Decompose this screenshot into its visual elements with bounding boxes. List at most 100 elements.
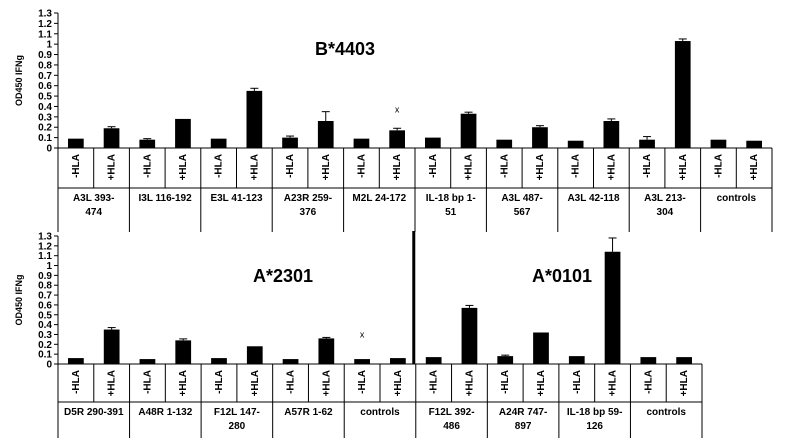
panel1-condition-label: -HLA	[356, 154, 367, 178]
panel2-group-label: A24R 747-	[499, 407, 547, 418]
panel2-bar-g6-minus-hla	[425, 357, 442, 364]
panel2-condition-label: +HLA	[107, 370, 118, 396]
panel1-condition-label: +HLA	[392, 154, 403, 180]
panel1-bar-g5-minus-hla	[353, 138, 370, 148]
panel1-group-label: A3L 393-	[73, 193, 115, 204]
panel1-group-label: 51	[445, 207, 457, 218]
panel2-bar-g8-plus-hla	[604, 251, 621, 364]
panel2-bar-g8-minus-hla	[568, 356, 585, 364]
panel1-bar-g8-minus-hla	[567, 140, 584, 148]
panel1-condition-label: -HLA	[214, 154, 225, 178]
panel2-y-tick-label: 0.5	[38, 310, 52, 321]
panel2-condition-label: +HLA	[608, 370, 619, 396]
panel2-y-tick-label: 1.1	[38, 251, 52, 262]
panel1-group-label: A23R 259-	[284, 193, 332, 204]
panel2-y-tick-label: 0.7	[38, 291, 52, 302]
panel1-condition-label: +HLA	[464, 154, 475, 180]
panel1-bar-g2-plus-hla	[175, 118, 191, 148]
panel1-bar-g2-minus-hla	[139, 139, 156, 148]
panel2-y-tick-label: 0	[46, 360, 52, 371]
panel1-bar-g6-plus-hla	[460, 113, 477, 148]
panel2-y-tick-label: 1	[46, 261, 52, 272]
panel2-group-label: F12L 392-	[429, 407, 475, 418]
panel2-y-tick-label: 0.2	[38, 340, 52, 351]
panel1-bar-g7-minus-hla	[496, 139, 513, 148]
panel1-bar-g1-minus-hla	[67, 138, 84, 148]
panel2-bar-g4-minus-hla	[282, 359, 299, 364]
panel2-group-label: F12L 147-	[214, 407, 260, 418]
panel1-condition-label: +HLA	[321, 154, 332, 180]
panel2-bar-g3-minus-hla	[211, 358, 227, 364]
panel2-bar-g9-plus-hla	[676, 357, 692, 364]
panel2-condition-label: +HLA	[679, 370, 690, 396]
panel1-y-tick-label: 1.2	[38, 19, 52, 30]
panel1-condition-label: -HLA	[428, 154, 439, 178]
panel1-condition-label: -HLA	[71, 154, 82, 178]
panel2-bar-g3-plus-hla	[246, 346, 263, 364]
panel1-condition-label: -HLA	[142, 154, 153, 178]
panel1-bar-g9-plus-hla	[674, 41, 691, 148]
panel1-group-label: 376	[300, 207, 317, 218]
panel2-group-label: D5R 290-391	[64, 407, 124, 418]
panel2-condition-label: -HLA	[500, 370, 511, 394]
panel2-bar-g6-plus-hla	[461, 307, 478, 364]
panel2-condition-label: -HLA	[71, 370, 82, 394]
panel1-marker: x	[395, 105, 400, 115]
panel1-group-label: M2L 24-172	[352, 193, 406, 204]
panel2-bar-g5-plus-hla	[390, 358, 406, 364]
panel2-condition-label: -HLA	[214, 370, 225, 394]
panel1-condition-label: +HLA	[535, 154, 546, 180]
panel1-group-label: I3L 116-192	[138, 193, 192, 204]
panel2-bar-g5-minus-hla	[354, 359, 370, 364]
panel1-y-tick-label: 0.6	[38, 81, 52, 92]
panel2-group-label: A57R 1-62	[284, 407, 333, 418]
panel1-group-label: A3L 213-	[644, 193, 686, 204]
panel1-group-label: controls	[717, 193, 757, 204]
panel1-bar-g10-plus-hla	[746, 140, 763, 148]
panel2-y-tick-label: 0.8	[38, 281, 52, 292]
panel1-condition-label: +HLA	[178, 154, 189, 180]
panel1-condition-label: -HLA	[713, 154, 724, 178]
panel2-condition-label: -HLA	[357, 370, 368, 394]
panel1-condition-label: +HLA	[749, 154, 760, 180]
panel1-group-label: A3L 42-118	[567, 193, 620, 204]
panel1-y-tick-label: 1	[46, 40, 52, 51]
panel2-group-label: A48R 1-132	[138, 407, 192, 418]
panel2-condition-label: +HLA	[464, 370, 475, 396]
panel1-condition-label: -HLA	[642, 154, 653, 178]
panel1-y-tick-label: 0.2	[38, 123, 52, 134]
panel1-y-tick-label: 0.9	[38, 50, 52, 61]
panel2-y-tick-label: 1.2	[38, 241, 52, 252]
panel2-y-tick-label: 0.9	[38, 271, 52, 282]
panel1-y-tick-label: 1.1	[38, 29, 52, 40]
panel1-condition-label: -HLA	[285, 154, 296, 178]
panel1-title: B*4403	[315, 39, 375, 59]
panel2-condition-label: -HLA	[286, 370, 297, 394]
panel2-y-tick-label: 0.6	[38, 300, 52, 311]
panel2-group-label: controls	[646, 407, 686, 418]
panel1-bar-g3-minus-hla	[210, 138, 227, 148]
panel2-condition-label: +HLA	[178, 370, 189, 396]
panel1-bar-g7-plus-hla	[532, 127, 548, 148]
panel2-condition-label: +HLA	[321, 370, 332, 396]
panel1-group-label: 567	[514, 207, 531, 218]
panel1-bar-g4-plus-hla	[317, 121, 334, 148]
panel1-condition-label: +HLA	[249, 154, 260, 180]
panel1-y-tick-label: 0.3	[38, 112, 52, 123]
panel2-group-label: 126	[586, 421, 603, 432]
panel2-condition-label: -HLA	[572, 370, 583, 394]
panel2-title-1: A*2301	[253, 266, 313, 286]
panel1-y-tick-label: 0.4	[38, 102, 52, 113]
panel2-group-label: 486	[443, 421, 460, 432]
panel2-bar-g1-plus-hla	[103, 329, 120, 364]
panel2-condition-label: +HLA	[536, 370, 547, 396]
panel1-bar-g9-minus-hla	[639, 139, 655, 148]
panel1-group-label: 474	[85, 207, 102, 218]
panel1-group-label: A3L 487-	[501, 193, 543, 204]
panel2-marker: x	[360, 329, 365, 339]
panel2-bar-g2-plus-hla	[175, 340, 192, 364]
panel2-bar-g7-minus-hla	[497, 356, 514, 364]
panel2-bar-g4-plus-hla	[318, 338, 335, 364]
panel2-group-label: 897	[515, 421, 532, 432]
